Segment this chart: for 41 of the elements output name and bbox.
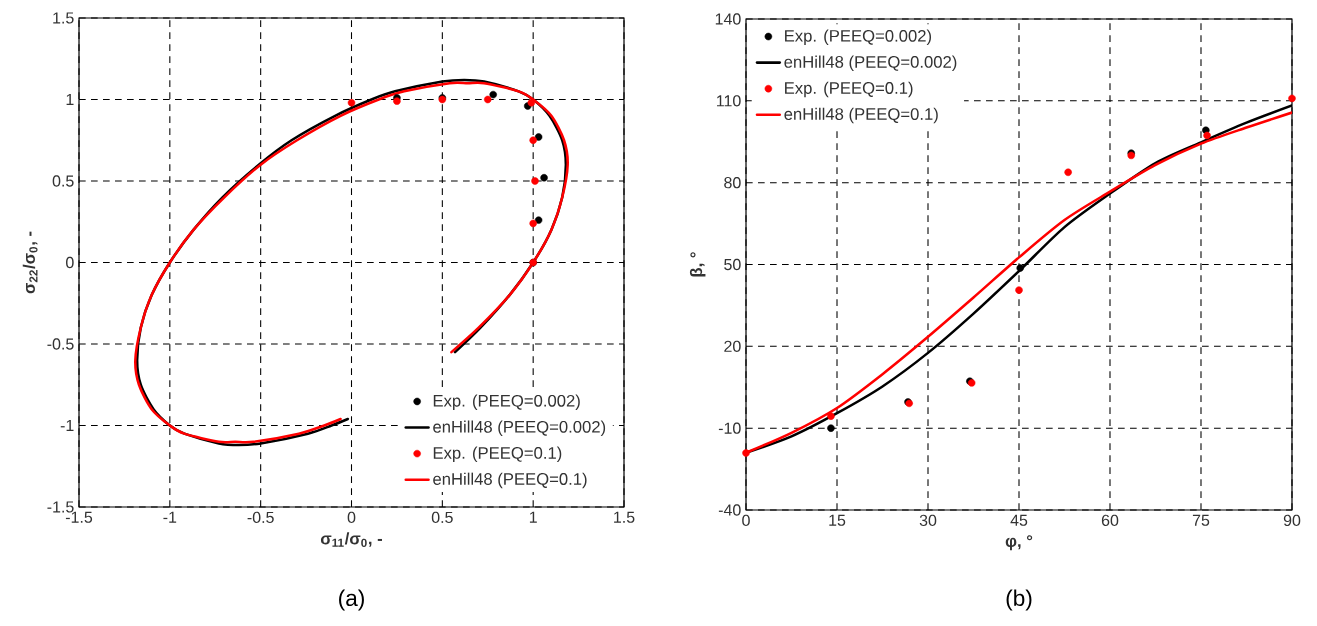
text: (b) (1006, 589, 1032, 611)
legend-label: enHill48 (PEEQ=0.002) (784, 55, 957, 72)
x-tick-label: 15 (829, 514, 846, 526)
x-axis-title: σ$_{11}$/σ$_{0}$, - (320, 532, 383, 548)
x-tick-label: -0.5 (247, 511, 274, 524)
x-tick-label: 0 (742, 514, 750, 527)
x-tick-label: 30 (919, 514, 937, 527)
y-tick-label: -40 (718, 504, 741, 516)
x-tick-label: 60 (1101, 514, 1119, 527)
y-tick-label: 110 (717, 95, 741, 107)
legend-label: Exp. (PEEQ=0.002) (785, 29, 932, 46)
y-tick-label: -0.5 (47, 338, 74, 350)
legend-label: Exp. (PEEQ=0.1) (433, 446, 562, 463)
y-tick-label: 1.5 (53, 12, 74, 24)
y-tick-label: 0 (66, 256, 74, 269)
x-tick-label: 0.5 (431, 511, 453, 524)
x-tick-label: 90 (1283, 514, 1301, 527)
y-tick-label: 140 (715, 13, 741, 25)
x-tick-label: -1 (163, 511, 177, 523)
text: (a) (339, 589, 364, 611)
x-tick-label: 45 (1010, 514, 1028, 526)
y-tick-label: 80 (724, 177, 741, 189)
legend-label: enHill48 (PEEQ=0.002) (433, 420, 606, 437)
legend-label: enHill48 (PEEQ=0.1) (433, 472, 587, 489)
y-tick-label: -10 (718, 422, 741, 434)
legend-label: Exp. (PEEQ=0.1) (785, 81, 913, 98)
x-tick-label: 1.5 (614, 511, 635, 523)
y-axis-title: β, ° (689, 252, 706, 277)
legend-label: Exp. (PEEQ=0.002) (433, 394, 580, 410)
y-tick-label: 1 (66, 94, 74, 105)
x-axis-title: φ, ° (1005, 535, 1033, 551)
x-tick-label: 1 (529, 511, 537, 523)
legend-label: enHill48 (PEEQ=0.1) (784, 107, 938, 124)
y-axis-title: σ$_{22}$/σ$_{0}$, - (22, 231, 38, 294)
x-tick-label: 75 (1192, 514, 1210, 526)
y-tick-label: 0.5 (52, 175, 74, 187)
y-tick-label: 20 (724, 340, 741, 352)
y-tick-label: -1 (60, 420, 74, 431)
y-tick-label: 50 (724, 258, 741, 271)
x-tick-label: 0 (347, 511, 356, 524)
y-tick-label: -1.5 (47, 501, 74, 513)
